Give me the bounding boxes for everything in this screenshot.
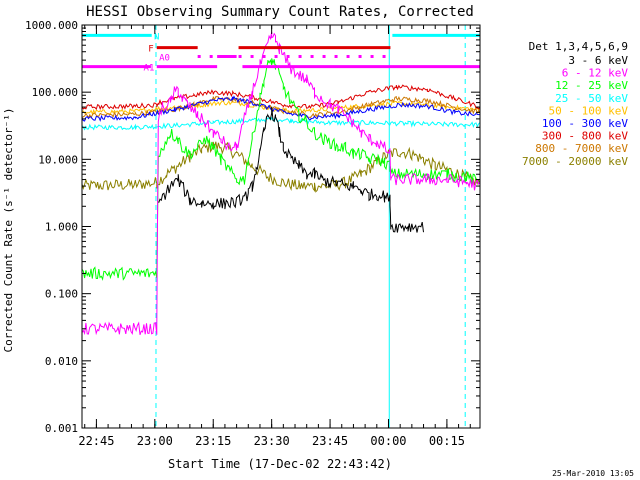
- legend-entry-4: 50 - 100 keV: [549, 104, 629, 117]
- x-tick-label-1: 23:00: [137, 434, 173, 448]
- chart-title: HESSI Observing Summary Count Rates, Cor…: [86, 4, 474, 20]
- state-label-2: A0: [159, 53, 170, 63]
- legend-entry-5: 100 - 300 keV: [542, 117, 628, 130]
- x-tick-label-5: 00:00: [370, 434, 406, 448]
- y-tick-label-5: 100.000: [32, 86, 78, 99]
- legend-entry-6: 300 - 800 keV: [542, 130, 628, 143]
- x-tick-label-2: 23:15: [195, 434, 231, 448]
- x-tick-label-3: 23:30: [254, 434, 290, 448]
- series-line-3: [81, 115, 481, 131]
- y-tick-label-0: 0.001: [45, 422, 78, 435]
- legend-entry-8: 7000 - 20000 keV: [522, 155, 628, 168]
- series-line-6: [81, 84, 481, 111]
- y-axis-label: Corrected Count Rate (s⁻¹ detector⁻¹): [2, 107, 15, 352]
- x-tick-label-0: 22:45: [78, 434, 114, 448]
- series-line-8: [81, 141, 481, 193]
- x-tick-label-6: 00:15: [429, 434, 465, 448]
- series-line-1: [81, 31, 481, 336]
- y-tick-label-3: 1.000: [45, 221, 78, 234]
- state-label-1: F: [148, 45, 153, 55]
- timestamp-stamp: 25-Mar-2010 13:05: [552, 469, 634, 478]
- state-label-0: N: [154, 32, 159, 42]
- y-tick-label-2: 0.100: [45, 288, 78, 301]
- axes: 22:45 23:00 23:15 23:30 23:45 00:00 00:15 0.001…: [25, 19, 481, 448]
- legend-entry-3: 25 - 50 keV: [555, 92, 628, 105]
- legend-entry-7: 800 - 7000 keV: [535, 142, 628, 155]
- state-label-3: A1: [144, 64, 155, 74]
- series-line-2: [81, 58, 481, 281]
- series-line-5: [81, 95, 480, 122]
- legend-entry-1: 6 - 12 keV: [562, 67, 629, 80]
- y-tick-label-4: 10.000: [38, 153, 78, 166]
- series-line-7: [81, 95, 481, 119]
- legend-entry-0: 3 - 6 keV: [568, 54, 628, 67]
- plot-area: NF A0 A1: [81, 25, 481, 428]
- y-tick-label-6: 1000.000: [25, 19, 78, 32]
- y-tick-label-1: 0.010: [45, 355, 78, 368]
- x-axis-label: Start Time (17-Dec-02 22:43:42): [168, 457, 392, 471]
- series-line-0: [158, 106, 424, 233]
- legend-entry-2: 12 - 25 keV: [555, 79, 628, 92]
- legend-title: Det 1,3,4,5,6,9: [529, 40, 628, 53]
- x-tick-label-4: 23:45: [312, 434, 348, 448]
